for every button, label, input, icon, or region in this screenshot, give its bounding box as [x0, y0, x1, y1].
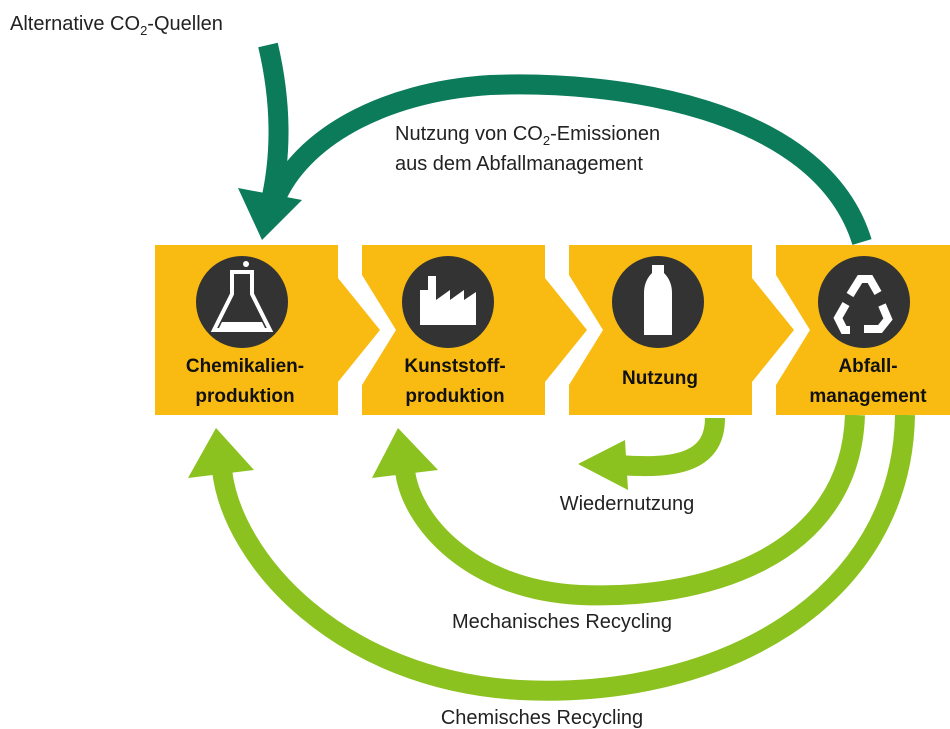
flow-label: Chemisches Recycling [441, 707, 643, 729]
node-label: Abfall- [838, 356, 897, 377]
icons [196, 256, 910, 348]
subscript: 2 [543, 133, 550, 148]
co2-arrow [258, 42, 872, 246]
label-part: Alternative CO [10, 13, 140, 35]
node-label: Nutzung [622, 368, 698, 389]
flow-label: aus dem Abfallmanagement [395, 153, 643, 175]
node-labels: Chemikalien-produktion Kunststoff-produkt… [186, 356, 927, 407]
node-label: management [809, 386, 927, 407]
arrowhead [188, 428, 254, 478]
arrowhead [372, 428, 438, 478]
arrowhead [578, 440, 628, 490]
node-label: Kunststoff- [404, 356, 505, 377]
subscript: 2 [140, 23, 147, 38]
label-part: -Emissionen [550, 123, 660, 145]
recycling-arrows [212, 414, 915, 701]
label-part: Nutzung von CO [395, 123, 543, 145]
source-label: Alternative CO2-Quellen [10, 13, 223, 38]
arrowhead [238, 188, 302, 240]
node-label: produktion [195, 386, 294, 407]
flow-label: Wiedernutzung [560, 493, 695, 515]
node-label: Chemikalien- [186, 356, 304, 377]
label-part: -Quellen [147, 13, 223, 35]
flow-label: Mechanisches Recycling [452, 611, 672, 633]
flow-label: Nutzung von CO2-Emissionen [395, 123, 660, 148]
node-label: produktion [405, 386, 504, 407]
